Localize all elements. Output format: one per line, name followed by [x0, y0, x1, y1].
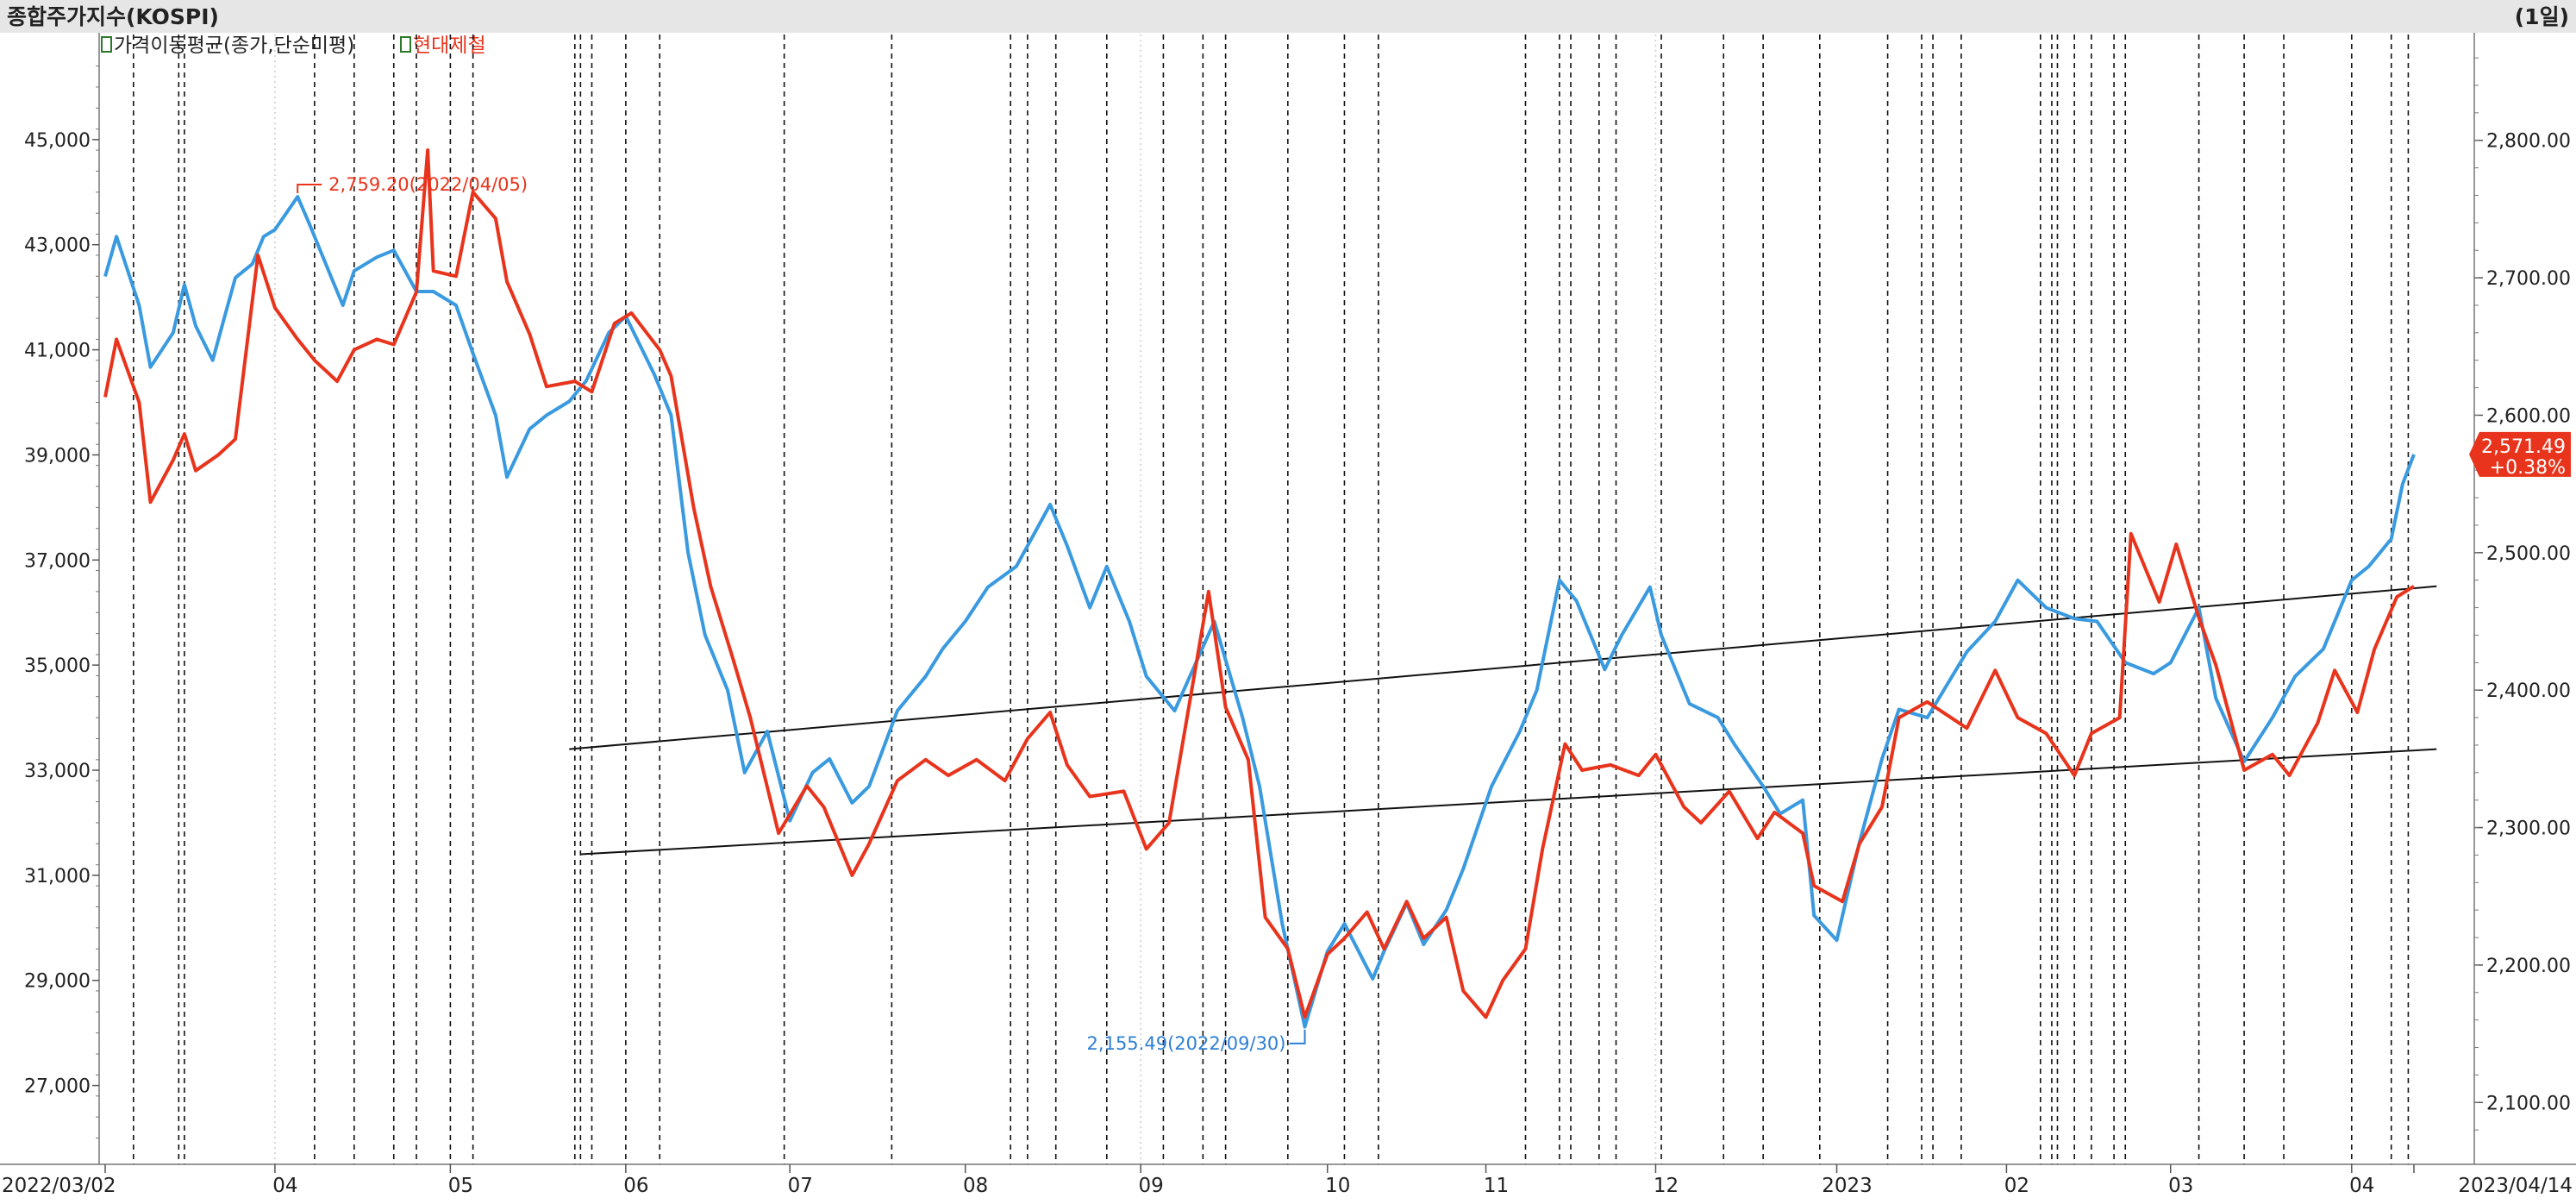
- chart-title: 종합주가지수(KOSPI): [7, 4, 219, 29]
- price-tag-value: 2,571.49: [2481, 436, 2566, 458]
- left-tick-label: 33,000: [24, 761, 91, 782]
- right-tick-label: 2,800.00: [2486, 131, 2571, 153]
- price-tag: 2,571.49 +0.38%: [2469, 431, 2571, 479]
- x-tick-label: 08: [963, 1175, 988, 1197]
- x-tick-label: 12: [1654, 1175, 1679, 1197]
- legend-ma-label: 가격이동평균(종가,단순미평): [114, 34, 354, 57]
- low-label: 2,155.49(2022/09/30): [1087, 1033, 1286, 1054]
- x-tick-label: 04: [272, 1175, 297, 1197]
- series-lines: [103, 148, 2416, 1029]
- left-tick-label: 41,000: [24, 341, 91, 362]
- x-tick-label: 09: [1139, 1175, 1164, 1197]
- kospi-line: [103, 195, 2416, 1029]
- title-bar: [0, 0, 2576, 33]
- x-tick-label: 04: [2349, 1175, 2374, 1197]
- left-tick-label: 27,000: [24, 1076, 91, 1098]
- left-tick-label: 29,000: [24, 971, 91, 993]
- legend: 가격이동평균(종가,단순미평) 현대제철: [101, 34, 486, 57]
- left-axis-ticks: 27,000 29,000 31,000 33,000 35,000 37,000 39,0…: [24, 66, 99, 1139]
- high-annotation: 2,759.20(2022/04/05): [297, 174, 528, 195]
- x-tick-label: 07: [788, 1175, 813, 1197]
- high-label: 2,759.20(2022/04/05): [328, 174, 528, 195]
- price-tag-background: [2469, 431, 2571, 477]
- x-tick-label: 05: [448, 1175, 473, 1197]
- x-axis-ticks: 2022/03/02 04 05 06 07 08 09 10 11 12 2023 02 03 04 20…: [2, 1164, 2573, 1197]
- grid-lines: [274, 34, 1657, 1164]
- x-tick-label: 10: [1325, 1175, 1350, 1197]
- price-tag-change: +0.38%: [2490, 457, 2566, 479]
- trendline: [580, 748, 2437, 856]
- period-label: (1일): [2515, 4, 2569, 29]
- high-leader-line: [297, 184, 322, 194]
- legend-ma-checkbox[interactable]: [101, 36, 112, 53]
- left-tick-label: 35,000: [24, 655, 91, 677]
- right-tick-label: 2,200.00: [2486, 956, 2571, 977]
- x-tick-label: 2023: [1822, 1175, 1873, 1197]
- x-tick-label: 2022/03/02: [2, 1175, 116, 1197]
- right-axis-ticks: 2,100.00 2,200.00 2,300.00 2,400.00 2,500.00…: [2474, 57, 2571, 1131]
- right-tick-label: 2,300.00: [2486, 818, 2571, 840]
- legend-stock-label: 현대제철: [413, 34, 486, 57]
- x-tick-label: 06: [623, 1175, 648, 1197]
- left-tick-label: 43,000: [24, 235, 91, 257]
- axes: [0, 33, 2576, 1165]
- left-tick-label: 45,000: [24, 130, 91, 152]
- legend-stock-checkbox[interactable]: [400, 36, 411, 53]
- right-tick-label: 2,500.00: [2486, 543, 2571, 565]
- x-tick-label: 03: [2168, 1175, 2193, 1197]
- x-tick-label: 11: [1484, 1175, 1509, 1197]
- right-tick-label: 2,600.00: [2486, 405, 2571, 427]
- left-tick-label: 39,000: [24, 445, 91, 467]
- right-tick-label: 2,100.00: [2486, 1093, 2571, 1114]
- stock-line: [103, 148, 2416, 1019]
- right-tick-label: 2,700.00: [2486, 268, 2571, 290]
- left-tick-label: 31,000: [24, 866, 91, 887]
- left-tick-label: 37,000: [24, 550, 91, 572]
- x-tick-label: 02: [2004, 1175, 2029, 1197]
- right-tick-label: 2,400.00: [2486, 680, 2571, 702]
- x-tick-label: 2023/04/14: [2458, 1175, 2573, 1197]
- low-leader-line: [1289, 1029, 1306, 1044]
- low-annotation: 2,155.49(2022/09/30): [1087, 1029, 1306, 1054]
